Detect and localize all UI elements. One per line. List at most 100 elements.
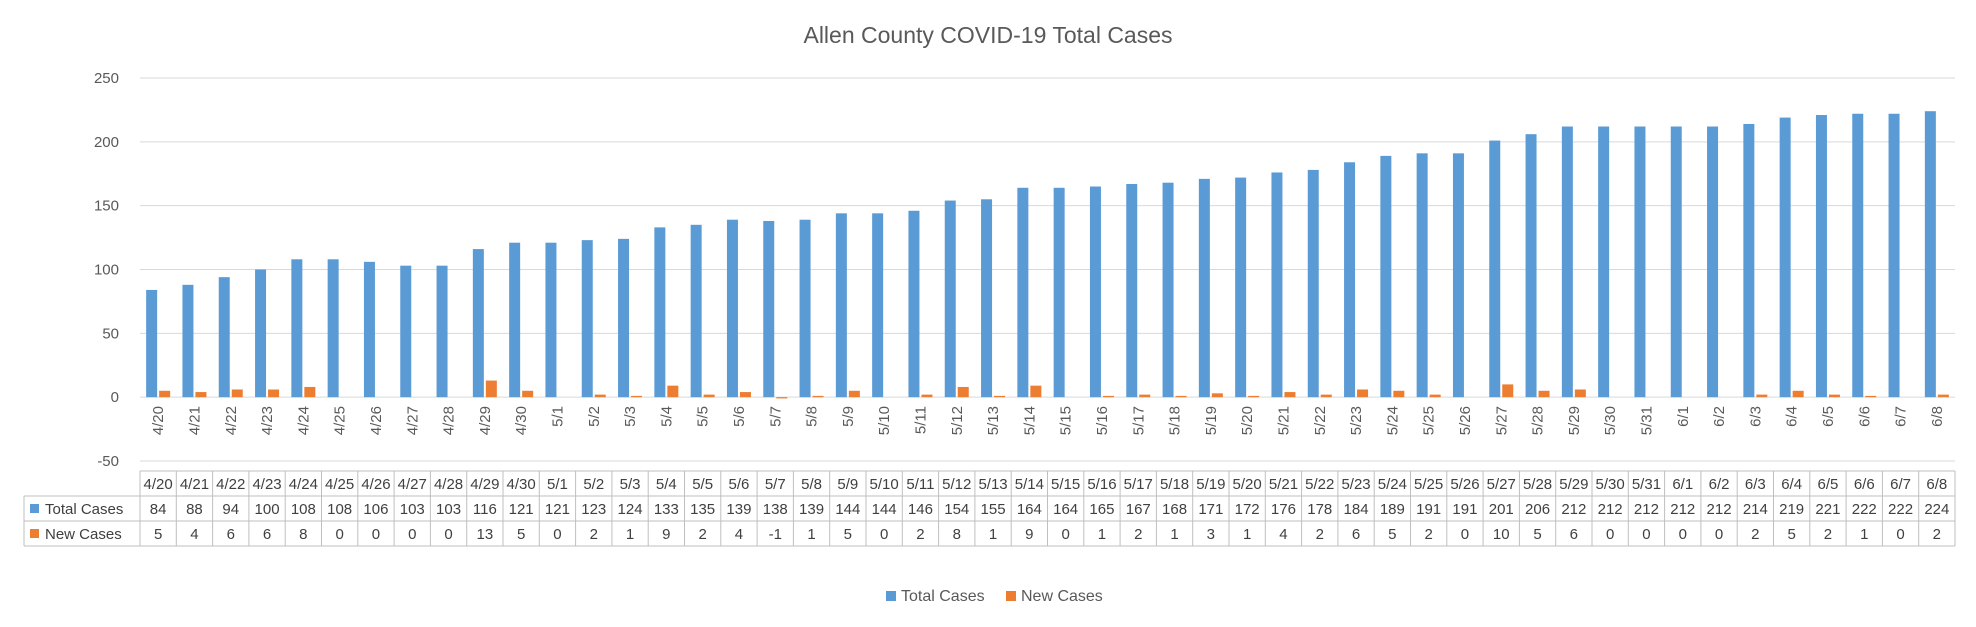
- total-cases-bar: [1380, 155, 1392, 398]
- new-cases-bar: [1502, 384, 1514, 398]
- total-cases-bar: [1779, 117, 1791, 398]
- total-cases-bar: [509, 242, 521, 398]
- table-row-label: New Cases: [45, 526, 122, 543]
- new-cases-bar: [776, 397, 788, 399]
- table-value-cell: 146: [908, 501, 933, 518]
- table-date-cell: 5/7: [765, 476, 786, 493]
- table-date-cell: 4/30: [507, 476, 536, 493]
- table-date-cell: 5/28: [1523, 476, 1552, 493]
- table-value-cell: 5: [1388, 526, 1396, 543]
- table-value-cell: -1: [769, 526, 782, 543]
- table-value-cell: 222: [1888, 501, 1913, 518]
- new-cases-bar: [1756, 394, 1768, 398]
- total-cases-bar: [472, 249, 484, 398]
- total-cases-bar: [1271, 172, 1283, 398]
- total-cases-bar: [363, 261, 375, 398]
- x-axis-label: 4/26: [368, 406, 385, 435]
- total-cases-bar: [618, 238, 630, 398]
- new-cases-bar: [1030, 385, 1042, 398]
- table-date-cell: 5/17: [1124, 476, 1153, 493]
- x-axis-label: 5/28: [1530, 406, 1547, 435]
- table-value-cell: 4: [1279, 526, 1287, 543]
- table-value-cell: 219: [1779, 501, 1804, 518]
- table-value-cell: 5: [1533, 526, 1541, 543]
- table-value-cell: 214: [1743, 501, 1768, 518]
- table-value-cell: 144: [872, 501, 897, 518]
- y-axis: -50 0 50 100 150 200 250: [94, 70, 119, 470]
- total-cases-bar: [400, 265, 412, 398]
- table-value-cell: 0: [1461, 526, 1469, 543]
- table-value-cell: 178: [1307, 501, 1332, 518]
- x-axis-label: 5/23: [1348, 406, 1365, 435]
- new-cases-bar: [631, 395, 643, 398]
- table-date-cell: 4/23: [252, 476, 281, 493]
- table-date-cell: 5/16: [1087, 476, 1116, 493]
- x-axis-label: 5/14: [1021, 406, 1038, 435]
- table-value-cell: 103: [436, 501, 461, 518]
- total-cases-bar: [763, 220, 775, 398]
- total-cases-bar: [1198, 178, 1210, 398]
- x-axis-label: 5/25: [1421, 406, 1438, 435]
- table-value-cell: 165: [1089, 501, 1114, 518]
- table-value-cell: 1: [1243, 526, 1251, 543]
- x-axis-label: 4/24: [295, 406, 312, 435]
- total-cases-bar: [690, 224, 702, 398]
- x-axis-label: 4/21: [186, 406, 203, 435]
- total-cases-bar: [1815, 115, 1827, 398]
- new-cases-bar: [159, 390, 171, 398]
- table-value-cell: 4: [735, 526, 743, 543]
- table-value-cell: 1: [1170, 526, 1178, 543]
- table-value-cell: 212: [1561, 501, 1586, 518]
- x-axis-label: 5/13: [985, 406, 1002, 435]
- table-value-cell: 135: [690, 501, 715, 518]
- new-cases-bar: [812, 395, 824, 398]
- total-cases-bar: [1634, 126, 1646, 398]
- table-row-label: Total Cases: [45, 501, 123, 518]
- table-value-cell: 10: [1493, 526, 1510, 543]
- table-value-cell: 123: [581, 501, 606, 518]
- table-date-cell: 5/1: [547, 476, 568, 493]
- table-date-cell: 5/20: [1233, 476, 1262, 493]
- y-tick-label: 50: [102, 325, 119, 342]
- table-date-cell: 4/21: [180, 476, 209, 493]
- table-date-cell: 5/27: [1487, 476, 1516, 493]
- legend: Total Cases New Cases: [886, 588, 1103, 605]
- total-cases-bar: [1924, 111, 1936, 398]
- new-cases-bar: [1429, 394, 1441, 398]
- table-value-cell: 167: [1126, 501, 1151, 518]
- table-value-cell: 1: [989, 526, 997, 543]
- table-value-cell: 121: [545, 501, 570, 518]
- table-value-cell: 2: [590, 526, 598, 543]
- table-value-cell: 0: [553, 526, 561, 543]
- x-axis-label: 5/3: [622, 406, 639, 427]
- total-cases-bar: [726, 219, 738, 398]
- table-date-cell: 5/11: [906, 476, 934, 493]
- table-date-cell: 5/22: [1305, 476, 1334, 493]
- total-cases-bar: [327, 259, 339, 398]
- x-axis-label: 5/29: [1566, 406, 1583, 435]
- total-cases-bar: [1743, 123, 1755, 398]
- table-value-cell: 6: [263, 526, 271, 543]
- new-cases-bar: [1175, 395, 1187, 398]
- table-value-cell: 144: [835, 501, 860, 518]
- legend-label: Total Cases: [901, 588, 985, 605]
- total-cases-bar: [1888, 113, 1900, 398]
- table-value-cell: 0: [1715, 526, 1723, 543]
- table-date-cell: 4/20: [144, 476, 173, 493]
- table-date-cell: 5/3: [620, 476, 641, 493]
- table-value-cell: 6: [227, 526, 235, 543]
- table-date-cell: 4/24: [289, 476, 318, 493]
- table-value-cell: 212: [1670, 501, 1695, 518]
- table-value-cell: 2: [1824, 526, 1832, 543]
- new-cases-bar: [1248, 395, 1260, 398]
- new-cases-bar: [1937, 394, 1949, 398]
- table-date-cell: 4/27: [398, 476, 427, 493]
- table-date-cell: 5/29: [1559, 476, 1588, 493]
- table-date-cell: 6/8: [1926, 476, 1947, 493]
- x-axis-label: 5/7: [767, 406, 784, 427]
- total-cases-bar: [1307, 169, 1319, 398]
- x-axis-label: 5/4: [658, 406, 675, 427]
- total-cases-bar: [1416, 153, 1428, 398]
- table-legend-key: [30, 529, 39, 538]
- new-cases-bar: [195, 392, 207, 398]
